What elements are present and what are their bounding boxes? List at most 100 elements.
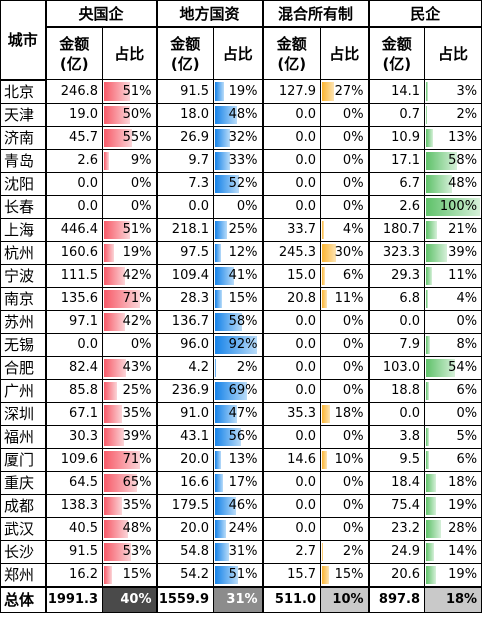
amount-cell: 30.3 [45, 424, 103, 449]
share-value: 52% [228, 176, 258, 191]
share-cell: 58% [213, 309, 264, 334]
share-cell: 5% [424, 424, 482, 449]
share-value: 0% [342, 107, 364, 122]
amount-cell: 45.7 [45, 125, 103, 150]
amount-cell: 4.2 [156, 355, 215, 380]
share-value: 65% [122, 475, 152, 490]
share-cell: 51% [101, 217, 158, 242]
table-row: 苏州 97.1 42% 136.7 58% 0.0 0% 0.0 0% [0, 309, 482, 334]
share-value: 53% [122, 544, 152, 559]
share-cell: 11% [320, 286, 370, 311]
share-bar [104, 289, 140, 308]
amount-cell: 0.0 [262, 493, 322, 518]
share-value: 48% [448, 176, 478, 191]
share-bar [104, 427, 124, 446]
share-value: 39% [448, 245, 478, 260]
amount-cell: 245.3 [262, 240, 322, 265]
share-cell: 0% [320, 470, 370, 495]
amount-cell: 138.3 [45, 493, 103, 518]
share-cell: 15% [320, 562, 370, 587]
city-cell: 宁波 [0, 263, 47, 288]
share-cell: 19% [213, 79, 264, 104]
amount-cell: 20.8 [262, 286, 322, 311]
amount-cell: 35.3 [262, 401, 322, 426]
share-value: 0% [342, 153, 364, 168]
total-amount: 1559.9 [156, 585, 215, 613]
share-bar [426, 82, 429, 101]
share-cell: 0% [320, 493, 370, 518]
share-value: 14% [448, 544, 478, 559]
share-cell: 6% [424, 447, 482, 472]
share-cell: 25% [101, 378, 158, 403]
share-cell: 71% [101, 447, 158, 472]
share-cell: 19% [101, 240, 158, 265]
share-cell: 51% [101, 79, 158, 104]
share-value: 15% [228, 291, 258, 306]
share-bar [426, 243, 448, 262]
share-bar [215, 220, 228, 239]
amount-cell: 40.5 [45, 516, 103, 541]
amount-cell: 2.6 [45, 148, 103, 173]
share-cell: 35% [101, 401, 158, 426]
table-row: 天津 19.0 50% 18.0 48% 0.0 0% 0.7 2% [0, 102, 482, 127]
share-value: 11% [448, 268, 478, 283]
share-value: 46% [228, 498, 258, 513]
amount-label: 金额 (亿) [381, 34, 412, 73]
share-value: 41% [228, 268, 258, 283]
amount-cell: 0.0 [45, 332, 103, 357]
share-bar [215, 335, 258, 354]
total-share: 31% [213, 585, 264, 613]
share-value: 42% [122, 314, 152, 329]
share-value: 50% [122, 107, 152, 122]
share-bar [426, 128, 434, 147]
share-cell: 0% [320, 378, 370, 403]
amount-cell: 0.0 [262, 470, 322, 495]
total-share: 40% [101, 585, 158, 613]
share-value: 0% [342, 176, 364, 191]
amount-cell: 97.5 [156, 240, 215, 265]
share-cell: 12% [213, 240, 264, 265]
share-bar [215, 427, 242, 446]
share-cell: 27% [320, 79, 370, 104]
share-cell: 39% [101, 424, 158, 449]
share-bar [322, 542, 324, 561]
amount-cell: 54.2 [156, 562, 215, 587]
share-cell: 32% [213, 125, 264, 150]
city-cell: 北京 [0, 79, 47, 104]
share-cell: 69% [213, 378, 264, 403]
share-value: 2% [236, 360, 258, 375]
share-value: 39% [122, 429, 152, 444]
share-bar [426, 151, 458, 170]
share-bar [215, 289, 223, 308]
share-cell: 56% [213, 424, 264, 449]
group-header-local-state: 地方国资 [156, 0, 264, 28]
share-value: 100% [439, 199, 478, 214]
city-cell: 济南 [0, 125, 47, 150]
amount-cell: 24.9 [368, 539, 426, 564]
amount-cell: 10.9 [368, 125, 426, 150]
share-header: 占比 [424, 26, 482, 80]
share-value: 13% [228, 452, 258, 467]
share-value: 92% [228, 337, 258, 352]
amount-cell: 28.3 [156, 286, 215, 311]
share-cell: 0% [320, 102, 370, 127]
share-cell: 92% [213, 332, 264, 357]
share-bar [426, 197, 481, 216]
share-cell: 0% [320, 424, 370, 449]
share-value: 0% [130, 176, 152, 191]
share-value: 6% [456, 383, 478, 398]
amount-cell: 75.4 [368, 493, 426, 518]
share-bar [104, 381, 117, 400]
sub-header-row: 金额 (亿) 占比 金额 (亿) 占比 金额 (亿) 占比 金额 (亿) 占比 [1, 26, 482, 80]
share-value: 0% [236, 199, 258, 214]
share-cell: 47% [213, 401, 264, 426]
share-cell: 24% [213, 516, 264, 541]
share-bar [104, 105, 130, 124]
share-value: 6% [342, 268, 364, 283]
share-bar [215, 496, 237, 515]
table-row: 成都 138.3 35% 179.5 46% 0.0 0% 75.4 19% [0, 493, 482, 518]
city-cell: 武汉 [0, 516, 47, 541]
amount-cell: 2.6 [368, 194, 426, 219]
share-cell: 50% [101, 102, 158, 127]
share-cell: 48% [101, 516, 158, 541]
